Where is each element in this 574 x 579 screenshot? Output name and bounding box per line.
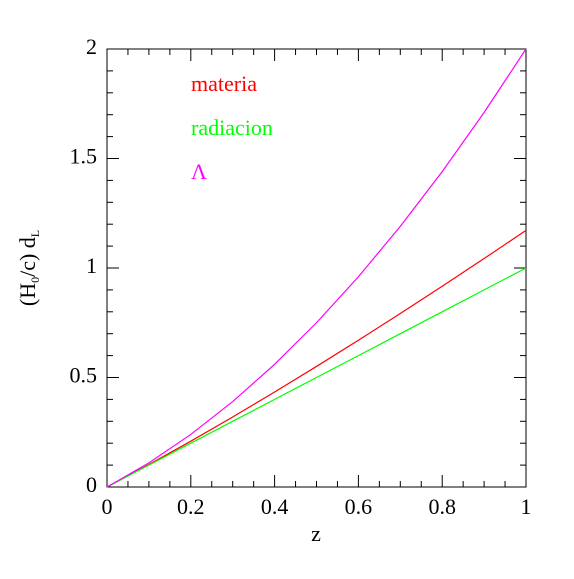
x-axis-label: z (311, 521, 321, 546)
y-tick-label: 2 (86, 34, 97, 59)
y-axis-label: (H0/c) dL (15, 230, 42, 306)
y-tick-label: 0.5 (70, 363, 98, 388)
legend-entry: Λ (191, 159, 207, 184)
y-label-sub: L (28, 230, 42, 237)
y-label-part: (H (15, 283, 40, 306)
y-label-sub: 0 (28, 277, 42, 283)
y-tick-label: 1 (86, 253, 97, 278)
y-tick-label: 1.5 (70, 144, 98, 169)
y-tick-label: 0 (86, 472, 97, 497)
x-tick-label: 0.4 (261, 494, 289, 519)
series-line (106, 267, 527, 488)
x-tick-label: 0.8 (428, 494, 456, 519)
legend-entry: materia (191, 71, 257, 96)
plot-frame (106, 48, 527, 488)
x-tick-label: 0 (102, 494, 113, 519)
x-tick-label: 0.2 (177, 494, 205, 519)
legend-entry: radiacion (191, 115, 273, 140)
series-line (106, 229, 527, 488)
x-tick-label: 1 (521, 494, 532, 519)
series-line (106, 48, 527, 488)
x-tick-label: 0.6 (345, 494, 373, 519)
y-label-part: /c) d (15, 237, 40, 277)
